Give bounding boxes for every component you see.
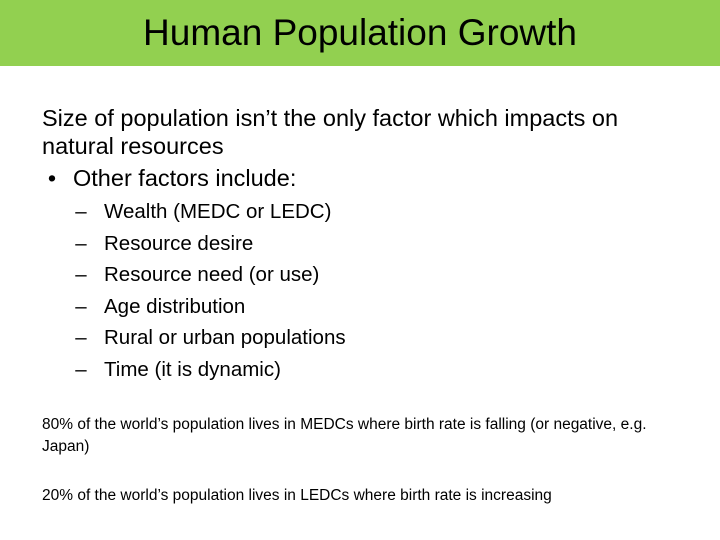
factor-text: Age distribution bbox=[104, 294, 246, 318]
factor-list: – Wealth (MEDC or LEDC) – Resource desir… bbox=[42, 196, 682, 385]
factor-text: Resource desire bbox=[104, 231, 254, 255]
dash-icon: – bbox=[75, 200, 87, 223]
factor-item: – Rural or urban populations bbox=[72, 322, 682, 354]
factor-item: – Resource desire bbox=[72, 228, 682, 260]
slide-title: Human Population Growth bbox=[143, 11, 577, 53]
dash-icon: – bbox=[75, 263, 87, 286]
title-bar: Human Population Growth bbox=[0, 0, 720, 66]
factor-item: – Resource need (or use) bbox=[72, 259, 682, 291]
main-bullet-text: Other factors include: bbox=[73, 165, 297, 191]
factor-text: Resource need (or use) bbox=[104, 263, 320, 286]
dash-icon: – bbox=[75, 326, 87, 349]
intro-text: Size of population isn’t the only factor… bbox=[42, 105, 619, 159]
dash-icon: – bbox=[75, 294, 87, 318]
factor-text: Time (it is dynamic) bbox=[104, 357, 281, 381]
main-bullet: • Other factors include: bbox=[42, 164, 682, 192]
dash-icon: – bbox=[75, 231, 87, 255]
lEDC-note: 20% of the world’s population lives in L… bbox=[42, 487, 552, 504]
factor-item: – Time (it is dynamic) bbox=[72, 354, 682, 386]
dash-icon: – bbox=[75, 357, 87, 381]
factor-text: Wealth (MEDC or LEDC) bbox=[104, 200, 332, 223]
mEDC-note: 80% of the world’s population lives in M… bbox=[42, 416, 647, 455]
factor-item: – Age distribution bbox=[72, 291, 682, 323]
slide-content: Size of population isn’t the only factor… bbox=[42, 104, 682, 385]
factor-text: Rural or urban populations bbox=[104, 326, 346, 349]
bullet-icon: • bbox=[47, 165, 57, 191]
factor-item: – Wealth (MEDC or LEDC) bbox=[72, 196, 682, 228]
